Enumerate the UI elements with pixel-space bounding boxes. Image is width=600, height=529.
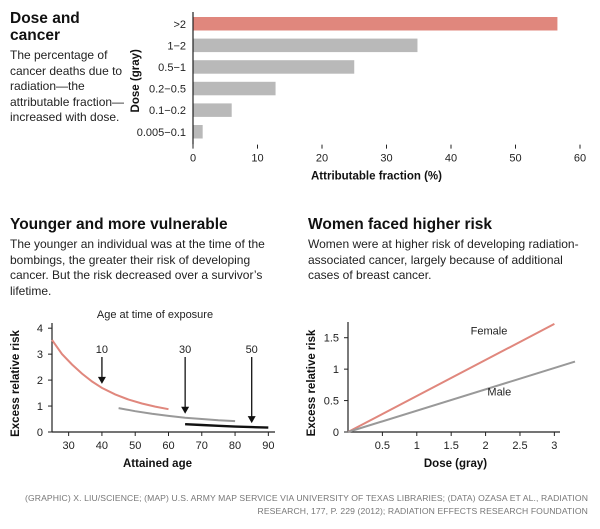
y-tick-label: 1.5 bbox=[324, 333, 339, 345]
x-axis-title: Dose (gray) bbox=[424, 458, 487, 470]
credit-line: (GRAPHIC) X. LIU/SCIENCE; (MAP) U.S. ARM… bbox=[0, 492, 588, 518]
credit-line-1: (GRAPHIC) X. LIU/SCIENCE; (MAP) U.S. ARM… bbox=[0, 492, 588, 505]
x-tick-label: 1 bbox=[414, 440, 420, 452]
y-tick-label: 0.5 bbox=[324, 396, 339, 408]
sex-line-chart: 0 0.5 1 1.5 0.5 1 1.5 2 2.5 3 Excess relative risk… bbox=[0, 0, 600, 480]
series-label-male: Male bbox=[487, 387, 511, 399]
credit-line-2: RESEARCH, 177, P. 229 (2012); RADIATION … bbox=[0, 505, 588, 518]
x-tick-label: 0.5 bbox=[375, 440, 390, 452]
y-tick-label: 1 bbox=[333, 364, 339, 376]
y-tick-label: 0 bbox=[333, 427, 339, 439]
x-tick-label: 1.5 bbox=[444, 440, 459, 452]
x-tick-label: 2.5 bbox=[512, 440, 527, 452]
x-tick-label: 2 bbox=[483, 440, 489, 452]
x-tick-label: 3 bbox=[551, 440, 557, 452]
y-axis-title: Excess relative risk bbox=[306, 329, 318, 436]
series-label-female: Female bbox=[471, 326, 508, 338]
